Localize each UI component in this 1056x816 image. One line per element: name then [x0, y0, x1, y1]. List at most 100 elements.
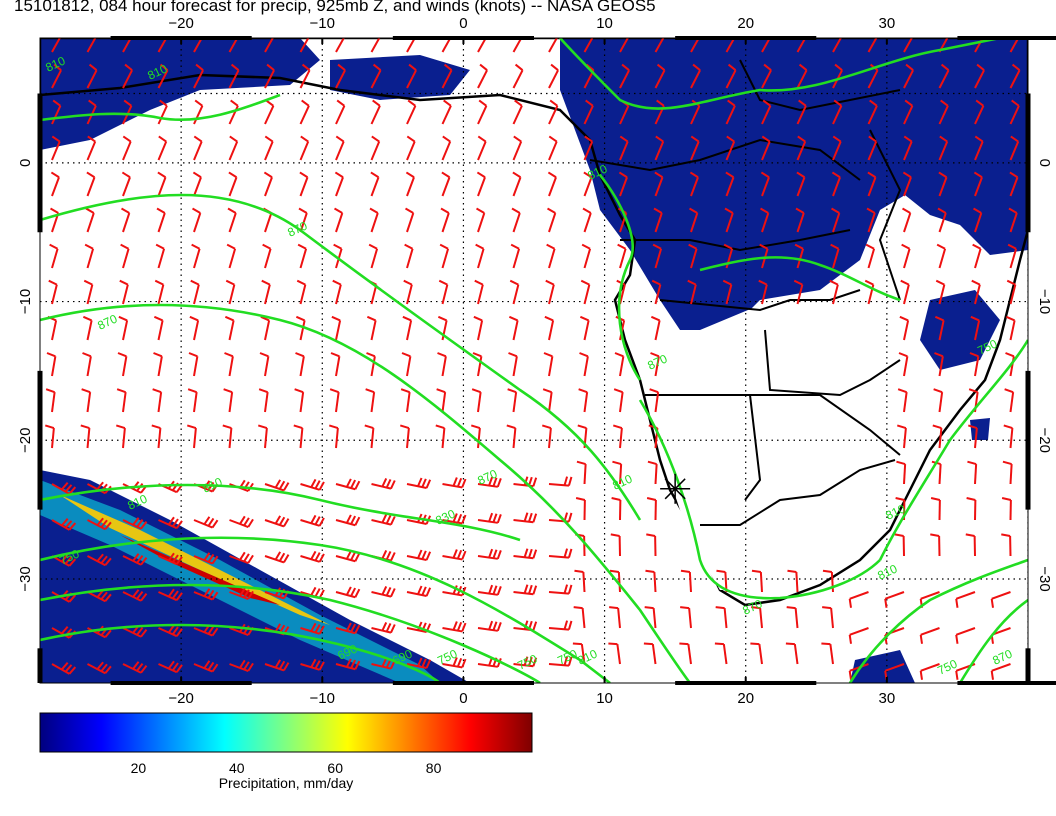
- wind-barb: [898, 352, 909, 377]
- wind-barb: [822, 569, 834, 593]
- wind-barb: [865, 243, 876, 269]
- wind-barb: [153, 315, 164, 341]
- wind-barb: [793, 279, 804, 305]
- wind-barb: [406, 38, 416, 53]
- wind-barb: [331, 315, 342, 341]
- height-contour: [878, 339, 1028, 561]
- wind-barb: [442, 477, 467, 489]
- wind-barb: [330, 352, 341, 377]
- wind-barb: [899, 315, 910, 341]
- wind-barb: [821, 642, 834, 665]
- wind-barb: [583, 99, 594, 125]
- wind-barb: [955, 627, 976, 644]
- wind-barb: [439, 243, 450, 269]
- precip-band-core: [60, 495, 330, 625]
- wind-barb: [264, 135, 274, 161]
- wind-barb: [477, 548, 502, 560]
- wind-barb: [82, 352, 92, 377]
- wind-barb: [122, 589, 148, 602]
- wind-barb: [796, 63, 808, 89]
- wind-barb: [44, 424, 55, 449]
- wind-barb: [193, 588, 219, 601]
- wind-barb: [971, 279, 981, 305]
- wind-barb: [751, 606, 763, 629]
- wind-barb: [441, 38, 452, 53]
- wind-barb: [335, 622, 361, 635]
- wind-barb: [155, 243, 166, 269]
- landmass-outlines: [40, 38, 1028, 607]
- wind-barb: [690, 63, 701, 89]
- wind-barb: [822, 606, 834, 629]
- wind-barb: [548, 135, 558, 161]
- wind-barb: [690, 38, 700, 53]
- wind-barb: [193, 552, 219, 565]
- wind-barb: [1005, 315, 1016, 341]
- wind-barb: [974, 99, 985, 125]
- wind-barb: [725, 38, 736, 53]
- wind-barb: [405, 207, 415, 233]
- wind-barb: [761, 135, 771, 161]
- wind-barb: [787, 569, 799, 593]
- wind-barb: [937, 207, 947, 233]
- wind-barb: [295, 352, 305, 377]
- wind-barb: [193, 63, 204, 89]
- wind-barb: [725, 63, 737, 89]
- wind-barb: [186, 424, 197, 449]
- wind-barb: [930, 497, 941, 521]
- wind-barb: [122, 135, 132, 161]
- star-marker: [660, 473, 691, 504]
- wind-barb: [848, 591, 869, 608]
- height-contours: [40, 38, 1028, 683]
- wind-barb: [364, 424, 375, 449]
- wind-barb: [866, 207, 876, 233]
- wind-barb: [259, 352, 270, 377]
- colorbar-label: Precipitation, mm/day: [218, 775, 354, 791]
- wind-barb: [654, 135, 665, 161]
- wind-barb: [264, 63, 275, 89]
- wind-barb: [369, 207, 379, 233]
- wind-barb: [477, 512, 502, 524]
- wind-barb: [406, 99, 417, 125]
- wind-barb: [1001, 497, 1012, 521]
- wind-barb: [761, 99, 772, 125]
- wind-barb: [934, 315, 945, 341]
- wind-barb: [903, 135, 913, 161]
- wind-barb: [118, 315, 129, 341]
- wind-barb: [293, 424, 304, 449]
- wind-barb: [903, 63, 914, 89]
- wind-barb: [650, 315, 661, 341]
- wind-barb: [619, 135, 629, 161]
- wind-barb: [229, 515, 254, 528]
- wind-barb: [157, 38, 168, 53]
- wind-barb: [473, 315, 484, 341]
- wind-barb: [400, 388, 411, 413]
- wind-barb: [508, 315, 519, 341]
- wind-barb: [122, 661, 148, 674]
- lon-tick-label-top: −10: [310, 15, 335, 32]
- wind-barb: [225, 279, 236, 305]
- wind-barb: [896, 460, 907, 485]
- wind-barb: [644, 606, 657, 629]
- lat-tick-label-left: −20: [17, 428, 34, 453]
- height-contour: [40, 193, 642, 521]
- wind-barb: [990, 591, 1011, 608]
- wind-barb: [578, 388, 589, 413]
- wind-barb: [152, 388, 163, 413]
- height-contour: [40, 483, 521, 542]
- wind-barb: [1001, 533, 1012, 557]
- wind-barb: [121, 207, 131, 233]
- wind-barb: [258, 388, 269, 413]
- wind-barb: [335, 99, 346, 125]
- wind-barb: [1004, 388, 1015, 413]
- wind-barb: [442, 621, 467, 633]
- wind-barb: [548, 620, 573, 631]
- wind-barb: [542, 388, 553, 413]
- wind-barb: [370, 38, 381, 53]
- wind-barb: [50, 171, 60, 197]
- wind-barb: [513, 656, 538, 668]
- wind-barb: [406, 135, 416, 161]
- dry-region: [645, 250, 920, 590]
- wind-barb: [679, 642, 692, 665]
- wind-barb: [512, 63, 524, 89]
- wind-barb: [974, 135, 984, 161]
